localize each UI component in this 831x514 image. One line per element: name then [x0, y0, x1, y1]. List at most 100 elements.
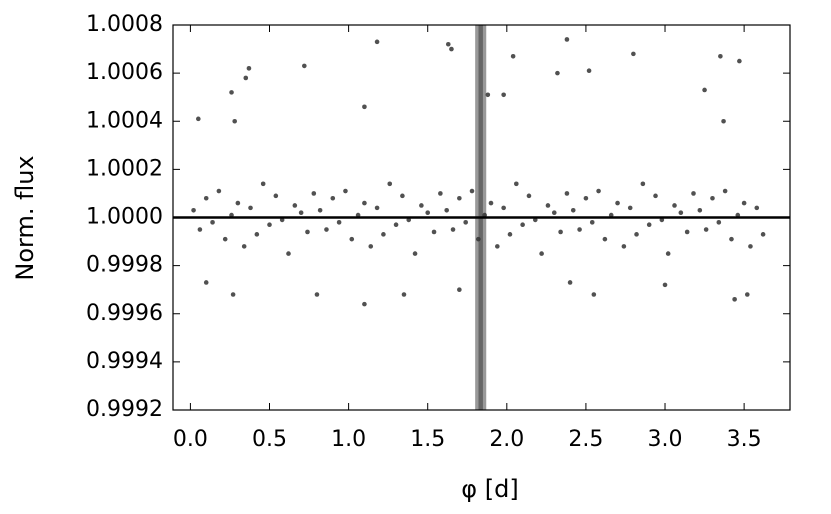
data-point — [646, 222, 652, 228]
data-point — [659, 217, 665, 223]
data-point — [615, 200, 620, 206]
data-point — [196, 116, 201, 122]
x-tick-label: 1.5 — [410, 427, 445, 452]
x-tick-label: 1.0 — [331, 427, 366, 452]
data-point — [510, 53, 516, 59]
data-point — [754, 205, 760, 211]
data-point — [305, 229, 310, 235]
data-point — [246, 66, 252, 71]
data-point — [241, 244, 247, 249]
data-point — [229, 90, 234, 95]
data-point — [267, 222, 272, 228]
data-point — [488, 200, 494, 206]
data-point — [203, 195, 209, 201]
data-point — [702, 87, 707, 93]
data-point — [564, 37, 570, 42]
x-tick-label: 3.5 — [727, 427, 762, 452]
data-point — [298, 210, 304, 215]
data-point — [495, 244, 500, 249]
data-point — [678, 210, 684, 215]
data-point — [482, 212, 487, 218]
data-point — [469, 188, 475, 194]
data-point — [210, 220, 215, 225]
data-point — [721, 118, 726, 124]
data-point — [608, 212, 614, 218]
data-point — [419, 203, 424, 208]
data-point — [324, 227, 329, 232]
data-point — [596, 188, 601, 194]
data-point — [216, 188, 222, 194]
data-point — [627, 205, 633, 211]
data-point — [737, 58, 742, 64]
data-point — [760, 232, 766, 237]
data-point — [558, 229, 563, 235]
data-point — [444, 207, 449, 213]
data-point — [741, 200, 747, 206]
data-point — [243, 75, 249, 81]
data-point — [539, 251, 544, 256]
data-point — [583, 195, 589, 201]
data-point — [653, 193, 658, 199]
data-point — [279, 217, 285, 223]
data-point — [362, 104, 367, 110]
data-point — [457, 195, 462, 201]
data-point — [336, 220, 342, 225]
data-point — [476, 236, 481, 242]
data-point — [260, 181, 266, 187]
data-point — [248, 205, 253, 211]
data-point — [431, 229, 437, 235]
data-point — [374, 39, 380, 45]
data-point — [393, 222, 399, 228]
data-point — [330, 195, 336, 201]
data-point — [425, 210, 431, 215]
data-point — [230, 292, 236, 297]
x-tick-label: 0.0 — [173, 427, 208, 452]
data-point — [400, 193, 405, 199]
x-tick-label: 2.0 — [489, 427, 524, 452]
data-point — [697, 207, 703, 213]
y-tick-label: 0.9992 — [86, 397, 163, 422]
data-point — [485, 92, 491, 98]
data-point — [314, 292, 320, 297]
y-tick-label: 1.0008 — [86, 12, 163, 37]
data-point — [229, 212, 234, 218]
data-point — [722, 188, 728, 194]
data-point — [302, 63, 307, 69]
data-point — [570, 207, 576, 213]
data-point — [520, 222, 525, 228]
data-point — [362, 301, 367, 307]
data-point — [191, 207, 196, 213]
data-point — [362, 200, 367, 206]
data-point — [748, 244, 753, 249]
y-tick-label: 1.0006 — [86, 60, 163, 85]
x-tick-label: 2.5 — [568, 427, 603, 452]
data-point — [406, 217, 412, 223]
data-point — [621, 244, 627, 249]
data-point — [273, 193, 279, 199]
data-point — [631, 51, 636, 57]
data-point — [514, 181, 519, 187]
data-point — [203, 280, 209, 285]
data-point — [317, 207, 323, 213]
data-point — [602, 236, 608, 242]
x-tick-label: 0.5 — [252, 427, 287, 452]
data-point — [197, 227, 203, 232]
data-point — [355, 212, 361, 218]
data-point — [232, 118, 237, 124]
data-point — [665, 251, 671, 256]
y-axis-label: Norm. flux — [11, 155, 39, 280]
data-point — [589, 220, 595, 225]
data-point — [703, 227, 709, 232]
data-point — [286, 251, 291, 256]
data-point — [438, 191, 443, 196]
data-point — [457, 287, 462, 292]
data-point — [545, 203, 551, 208]
data-point — [577, 227, 582, 232]
data-point — [662, 282, 668, 288]
data-point — [445, 41, 451, 47]
data-point — [381, 232, 386, 237]
data-point — [254, 232, 260, 237]
data-point — [450, 227, 456, 232]
